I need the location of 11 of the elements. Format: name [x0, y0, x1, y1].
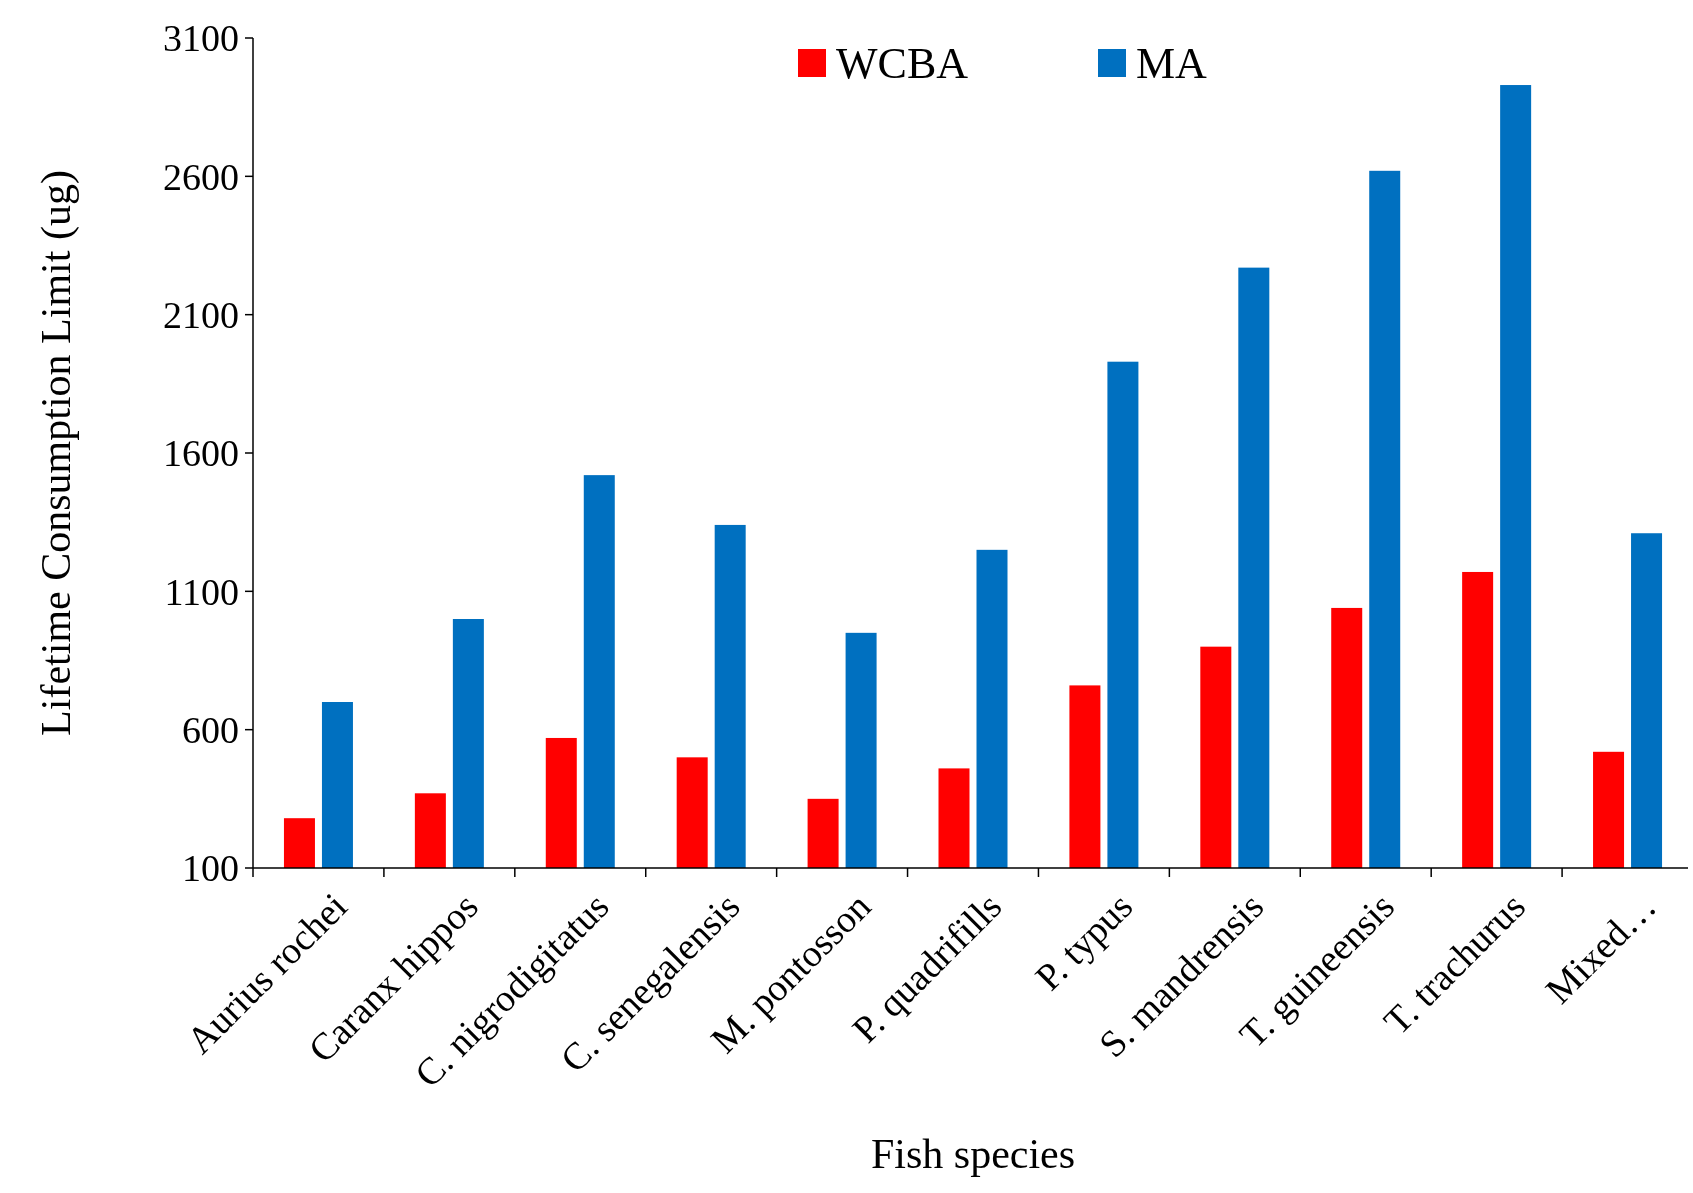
legend-label: WCBA: [836, 39, 969, 89]
y-tick-label: 3100: [163, 17, 239, 60]
y-tick-label: 2100: [163, 293, 239, 336]
y-tick-label: 600: [182, 708, 239, 751]
y-tick-label: 1600: [163, 432, 239, 475]
y-tick-label: 2600: [163, 155, 239, 198]
x-axis-title: Fish species: [870, 1131, 1076, 1177]
y-axis-title: Lifetime Consumption Limit (ug): [33, 170, 80, 736]
y-tick-label: 1100: [164, 570, 239, 613]
legend-label: MA: [1136, 39, 1208, 89]
y-tick-label: 100: [182, 847, 239, 890]
